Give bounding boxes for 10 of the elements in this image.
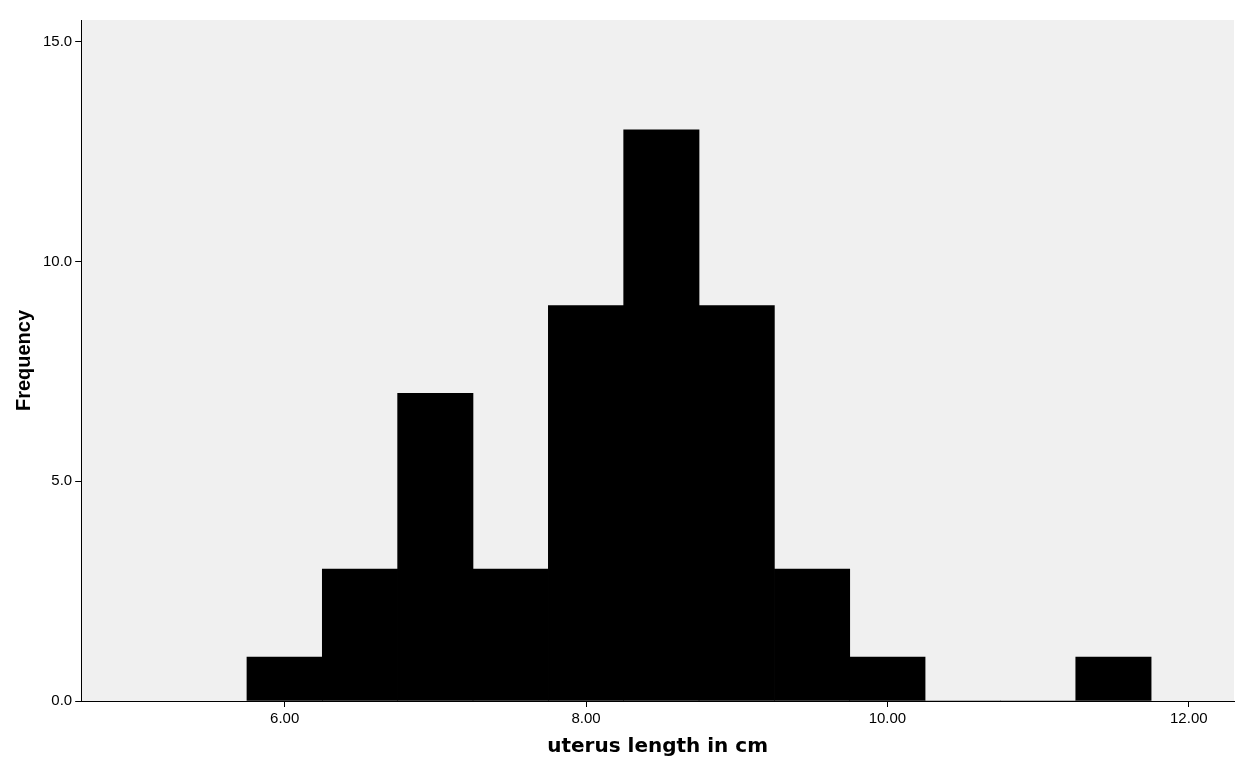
y-tick-label: 10.0 [42, 251, 73, 269]
y-axis-title: Frequency [11, 309, 34, 412]
x-tick-label: 12.00 [1170, 709, 1208, 727]
x-tick-label: 6.00 [270, 709, 300, 727]
x-tick-label: 8.00 [571, 709, 601, 727]
y-tick-label: 0.0 [51, 691, 73, 709]
y-tick-label: 5.0 [51, 471, 73, 489]
y-tick-label: 15.0 [42, 32, 73, 50]
x-tick-label: 10.00 [868, 709, 907, 727]
x-axis-title: uterus length in cm [547, 733, 769, 758]
